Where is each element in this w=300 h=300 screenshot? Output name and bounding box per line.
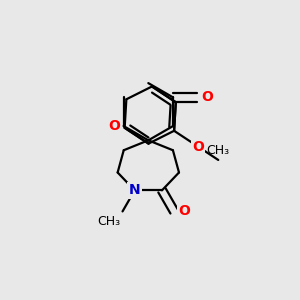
Text: N: N <box>129 183 140 197</box>
Text: O: O <box>192 140 204 154</box>
Text: CH₃: CH₃ <box>207 144 230 157</box>
Text: CH₃: CH₃ <box>97 215 120 228</box>
Text: O: O <box>202 90 214 104</box>
Text: O: O <box>108 119 120 133</box>
Text: O: O <box>178 204 190 218</box>
